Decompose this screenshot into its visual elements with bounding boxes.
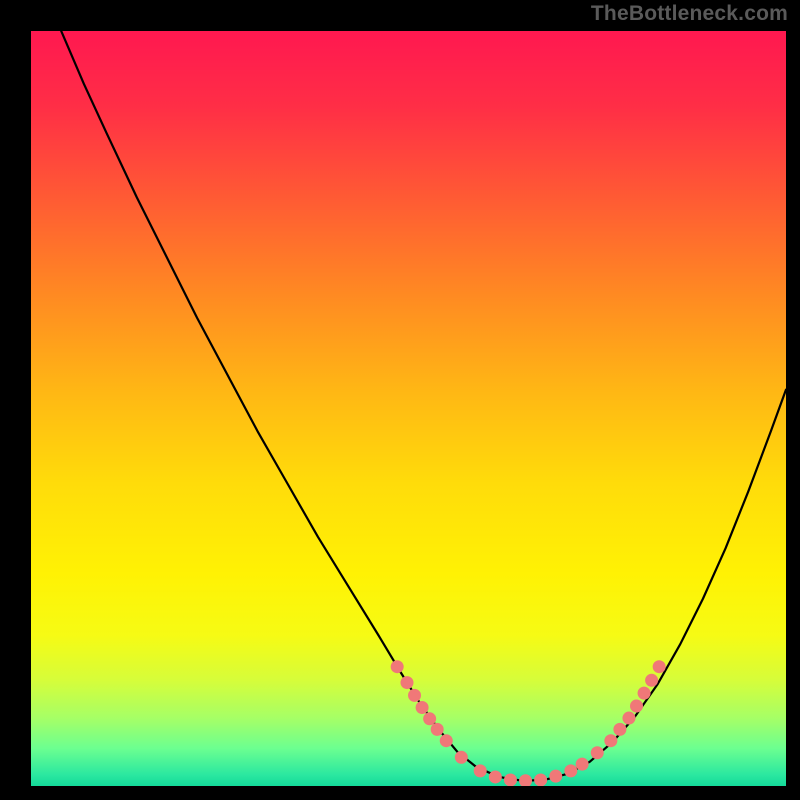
curve-marker-dot xyxy=(400,676,413,689)
bottleneck-curve-line xyxy=(61,31,786,781)
curve-marker-dot xyxy=(604,734,617,747)
watermark-label: TheBottleneck.com xyxy=(591,2,788,26)
curve-marker-dot xyxy=(630,699,643,712)
curve-marker-dot xyxy=(504,773,517,786)
chart-svg-layer xyxy=(31,31,786,786)
curve-marker-dot xyxy=(489,770,502,783)
curve-marker-dot xyxy=(474,764,487,777)
curve-marker-dot xyxy=(519,774,532,786)
curve-marker-dot xyxy=(431,723,444,736)
plot-frame-edge xyxy=(0,786,800,800)
plot-frame-edge xyxy=(0,0,31,800)
chart-plot-area xyxy=(31,31,786,786)
curve-marker-dot xyxy=(591,746,604,759)
curve-marker-dot xyxy=(653,660,666,673)
curve-marker-dot xyxy=(645,674,658,687)
curve-marker-dot xyxy=(622,712,635,725)
curve-marker-dot xyxy=(423,712,436,725)
plot-frame-edge xyxy=(786,0,800,800)
curve-marker-dot xyxy=(576,758,589,771)
curve-marker-dot xyxy=(440,734,453,747)
curve-marker-dot xyxy=(638,687,651,700)
curve-marker-dot xyxy=(613,723,626,736)
curve-marker-dot xyxy=(549,770,562,783)
curve-marker-dot xyxy=(408,689,421,702)
curve-marker-dot xyxy=(534,773,547,786)
curve-marker-dot xyxy=(564,764,577,777)
curve-marker-dot xyxy=(416,701,429,714)
curve-marker-dot xyxy=(455,751,468,764)
marker-group xyxy=(391,660,666,786)
curve-marker-dot xyxy=(391,660,404,673)
